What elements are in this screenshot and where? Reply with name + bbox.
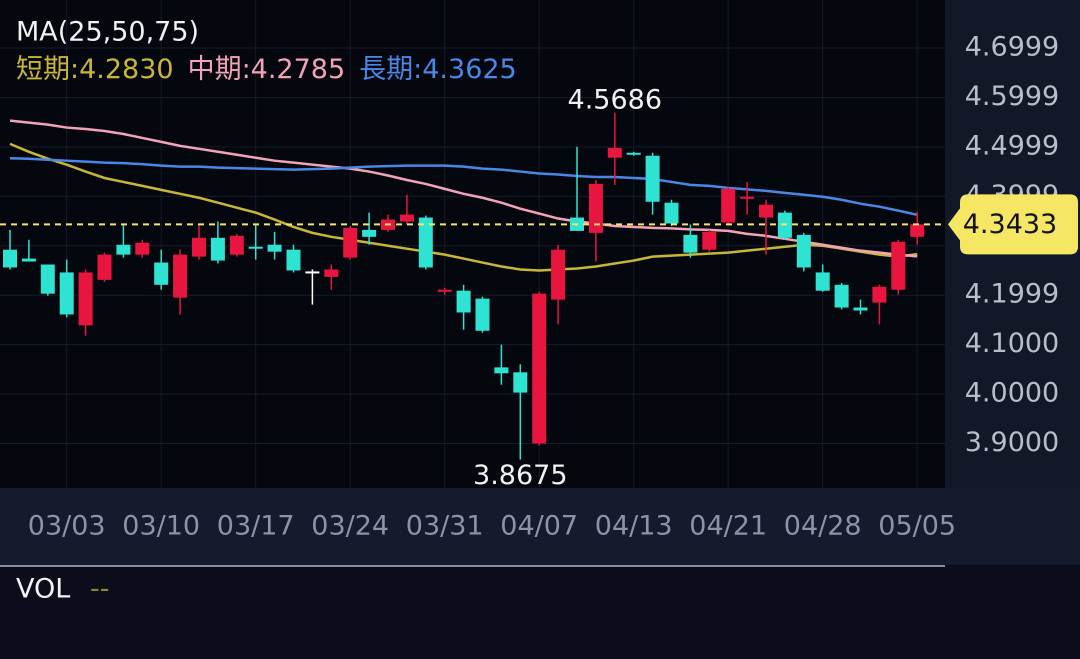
x-tick-label: 04/28 xyxy=(784,511,862,542)
candle-body xyxy=(210,237,225,261)
candle-body xyxy=(3,249,17,268)
candle-body xyxy=(645,155,660,202)
candle-body xyxy=(286,249,301,271)
candle-body xyxy=(78,272,93,326)
candle-body xyxy=(343,227,358,258)
candle-body xyxy=(815,272,830,291)
candle-body xyxy=(324,269,339,277)
candle-body xyxy=(853,307,868,311)
high-label: 4.5686 xyxy=(568,84,662,115)
candle-body xyxy=(664,202,679,224)
legend-entry: 長期:4.3625 xyxy=(359,54,517,85)
candle-body xyxy=(532,293,547,444)
overlays: 4.69994.59994.49994.39994.29994.19994.10… xyxy=(0,32,1078,542)
candle-body xyxy=(759,204,773,218)
y-tick-label: 4.0000 xyxy=(965,378,1059,409)
candle-body xyxy=(399,214,414,222)
y-tick-label: 4.4999 xyxy=(965,130,1059,161)
candle-body xyxy=(513,372,528,393)
x-tick-label: 03/24 xyxy=(311,511,389,542)
candle-body xyxy=(437,289,452,292)
x-tick-label: 04/13 xyxy=(595,511,673,542)
candle-body xyxy=(154,262,169,285)
y-tick-label: 3.9000 xyxy=(965,427,1059,458)
plot-area xyxy=(0,0,945,488)
candle-body xyxy=(626,152,641,155)
candle-body xyxy=(456,290,471,313)
candle-body xyxy=(229,235,244,255)
candle-body xyxy=(135,242,150,255)
candle-body xyxy=(494,367,509,374)
candle-body xyxy=(551,249,566,300)
y-tick-label: 4.1999 xyxy=(965,279,1059,310)
candle-body xyxy=(173,254,188,298)
candle-body xyxy=(834,284,849,308)
price-badge-label: 4.3433 xyxy=(963,209,1057,240)
candle-body xyxy=(475,298,490,331)
candles xyxy=(3,112,925,460)
candle-body xyxy=(248,246,263,249)
candle-body xyxy=(702,231,717,250)
legend-entry: 中期:4.2785 xyxy=(188,54,346,85)
x-tick-label: 03/31 xyxy=(406,511,484,542)
candle-body xyxy=(607,147,622,158)
candle-body xyxy=(192,237,206,257)
candle-body xyxy=(40,264,55,294)
y-tick-label: 4.1000 xyxy=(965,328,1059,359)
candle-body xyxy=(740,196,755,199)
volume-value: -- xyxy=(90,574,110,605)
legend: 短期:4.2830 中期:4.2785 長期:4.3625 xyxy=(16,54,517,85)
candle-body xyxy=(588,183,603,233)
candle-body xyxy=(910,224,925,237)
candle-body xyxy=(683,234,698,253)
x-tick-label: 04/21 xyxy=(689,511,767,542)
candle-body xyxy=(796,234,811,268)
candle-body xyxy=(59,272,74,315)
candle-body xyxy=(116,244,131,255)
candle-body xyxy=(21,258,36,262)
y-tick-label: 4.6999 xyxy=(965,32,1059,63)
price-badge xyxy=(948,194,1078,255)
low-label: 3.8675 xyxy=(473,460,567,491)
candle-body xyxy=(305,271,320,274)
candle-body xyxy=(891,241,906,290)
candle-body xyxy=(418,217,433,268)
x-tick-label: 03/17 xyxy=(217,511,295,542)
legend-entry: 短期:4.2830 xyxy=(16,54,174,85)
candle-body xyxy=(362,229,377,237)
x-tick-label: 04/07 xyxy=(500,511,578,542)
candle-body xyxy=(721,188,736,223)
ma-line xyxy=(9,156,918,217)
candle-body xyxy=(97,254,112,280)
chart-title: MA(25,50,75) xyxy=(16,17,199,48)
y-tick-label: 4.5999 xyxy=(965,81,1059,112)
candle-body xyxy=(872,286,887,303)
x-tick-label: 03/03 xyxy=(28,511,106,542)
x-tick-label: 03/10 xyxy=(122,511,200,542)
volume-title: VOL xyxy=(16,574,70,605)
x-axis-area xyxy=(0,488,1080,565)
x-tick-label: 05/05 xyxy=(878,511,956,542)
candle-body xyxy=(267,244,282,252)
